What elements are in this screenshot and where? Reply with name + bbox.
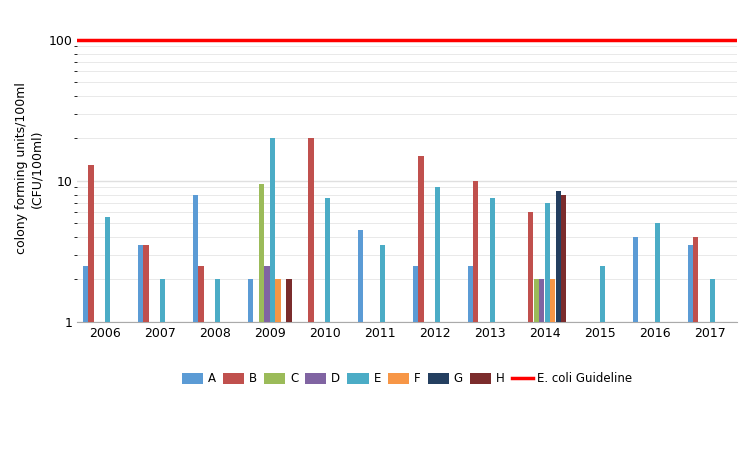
Bar [539,280,544,451]
Bar [556,191,561,451]
Bar [265,266,269,451]
Bar [544,202,550,451]
Bar [693,237,699,451]
Bar [193,194,198,451]
Bar [599,266,605,451]
Bar [215,280,220,451]
Bar [144,245,149,451]
Bar [687,245,693,451]
Bar [435,187,440,451]
Bar [528,212,533,451]
Bar [270,138,275,451]
Bar [358,230,363,451]
Bar [325,198,330,451]
Bar [275,280,280,451]
Bar [138,245,143,451]
Bar [468,266,473,451]
Bar [550,280,556,451]
Bar [413,266,418,451]
Y-axis label: colony forming units/100ml
(CFU/100ml): colony forming units/100ml (CFU/100ml) [15,83,43,254]
Bar [380,245,385,451]
Bar [418,156,423,451]
Bar [490,198,495,451]
Bar [473,181,478,451]
Bar [655,223,660,451]
Bar [308,138,314,451]
Bar [89,165,94,451]
Bar [105,217,110,451]
Bar [287,280,292,451]
Bar [83,266,88,451]
Legend: A, B, C, D, E, F, G, H, E. coli Guideline: A, B, C, D, E, F, G, H, E. coli Guidelin… [177,368,638,390]
Bar [160,280,165,451]
Bar [534,280,539,451]
Bar [632,237,638,451]
Bar [259,184,264,451]
Bar [248,280,253,451]
Bar [561,194,566,451]
Bar [199,266,204,451]
Bar [710,280,715,451]
